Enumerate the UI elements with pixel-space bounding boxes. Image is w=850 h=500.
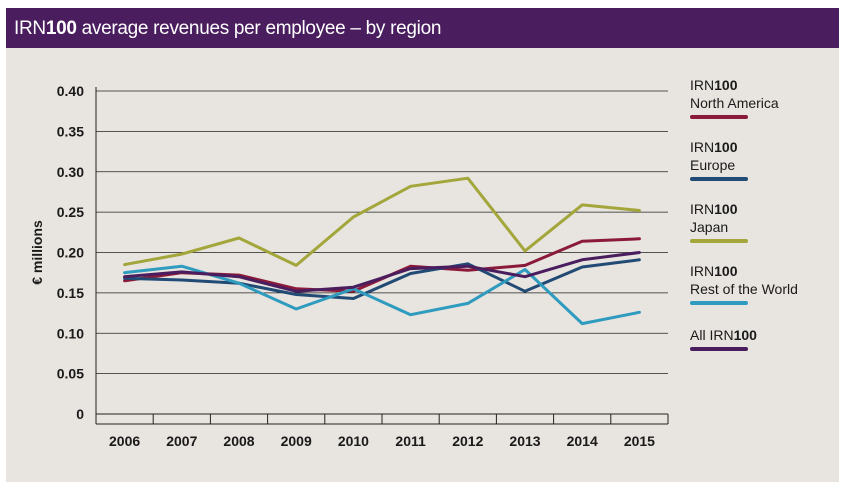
legend-swatch [690, 347, 748, 351]
y-tick-label: 0.30 [57, 164, 84, 180]
y-tick-label: 0 [76, 406, 84, 422]
chart-panel: IRN100 average revenues per employee – b… [6, 8, 839, 482]
legend-label: IRN100 [690, 77, 738, 93]
y-tick-label: 0.05 [57, 366, 84, 382]
legend-sublabel: Japan [690, 219, 729, 235]
series-lines [123, 176, 641, 326]
legend-sublabel: North America [690, 95, 779, 111]
x-tick-label: 2009 [281, 433, 312, 449]
chart-title-brand: IRN [14, 18, 46, 39]
legend-swatch [690, 239, 748, 243]
chart-title-rest: average revenues per employee – by regio… [76, 18, 442, 39]
chart-title-brand-bold: 100 [45, 18, 77, 39]
y-tick-label: 0.15 [57, 285, 84, 301]
x-tick-label: 2007 [166, 433, 197, 449]
line-chart: 0 0.05 0.10 0.15 0.20 0.25 0.30 0.35 0.40 2006 200… [29, 83, 669, 449]
chart-title: IRN100 average revenues per employee – b… [14, 18, 441, 40]
y-tick-label: 0.40 [57, 83, 84, 99]
y-tick-label: 0.25 [57, 204, 84, 220]
x-tick-label: 2012 [452, 433, 483, 449]
legend-label: All IRN100 [690, 327, 757, 343]
legend-item: IRN100 Japan [690, 200, 840, 243]
series-line [123, 251, 641, 293]
legend-label: IRN100 [690, 139, 738, 155]
legend-item: IRN100 Europe [690, 138, 840, 181]
legend-sublabel: Rest of the World [690, 281, 798, 297]
y-tick-label: 0.10 [57, 325, 84, 341]
x-tick-label: 2010 [338, 433, 369, 449]
x-tick-label: 2013 [509, 433, 540, 449]
x-tick-label: 2015 [624, 433, 655, 449]
x-tick-label: 2008 [223, 433, 254, 449]
legend-swatch [690, 177, 748, 181]
legend-label: IRN100 [690, 263, 738, 279]
axes [95, 87, 669, 425]
y-tick-label: 0.20 [57, 245, 84, 261]
series-line [123, 176, 641, 267]
x-tick-label: 2006 [109, 433, 140, 449]
x-tick-label: 2014 [567, 433, 598, 449]
legend-item: IRN100 North America [690, 76, 840, 119]
legend-sublabel: Europe [690, 157, 736, 173]
legend: IRN100 North America IRN100 Europe IRN100 Jap… [690, 8, 840, 482]
x-tick-label: 2011 [395, 433, 426, 449]
axis-labels: 0 0.05 0.10 0.15 0.20 0.25 0.30 0.35 0.40 2006 200… [29, 83, 655, 449]
y-axis-title: € millions [29, 220, 45, 285]
legend-swatch [690, 301, 748, 305]
legend-swatch [690, 115, 748, 119]
title-bar: IRN100 average revenues per employee – b… [6, 8, 839, 48]
legend-item: All IRN100 [690, 326, 840, 351]
gridlines [96, 90, 668, 375]
legend-label: IRN100 [690, 201, 738, 217]
legend-item: IRN100 Rest of the World [690, 262, 840, 305]
y-tick-label: 0.35 [57, 123, 84, 139]
series-line [123, 258, 641, 300]
